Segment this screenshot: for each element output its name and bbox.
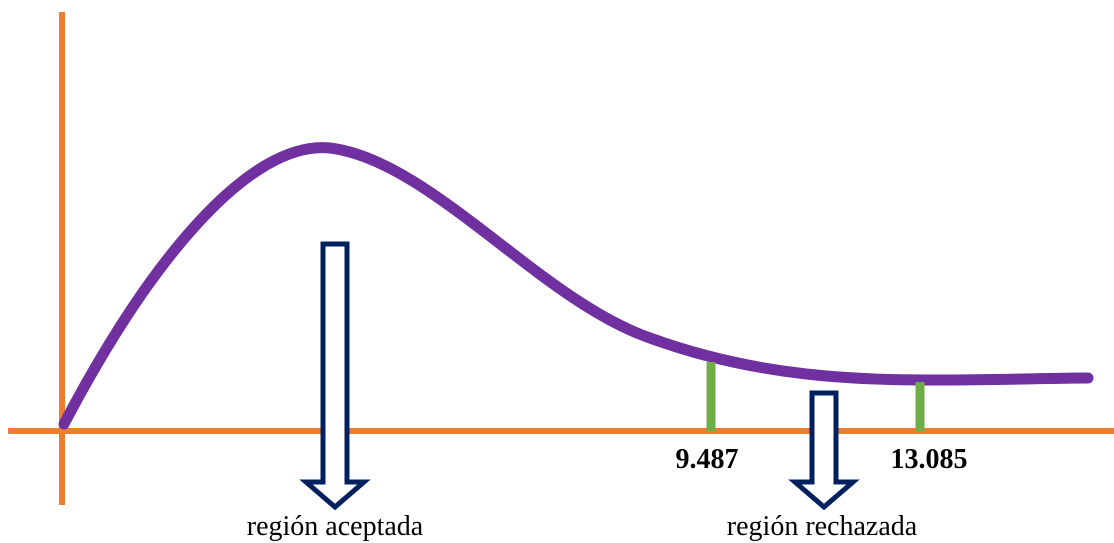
accepted-region-label: región aceptada [247, 511, 424, 542]
distribution-curve [58, 142, 1094, 430]
rejected-region-arrow [788, 390, 860, 511]
rejected-region-label: región rechazada [727, 511, 918, 542]
accepted-region-arrow [299, 241, 371, 511]
critical-value-1-label: 9.487 [676, 444, 739, 475]
critical-value-2-label: 13.085 [891, 444, 968, 475]
